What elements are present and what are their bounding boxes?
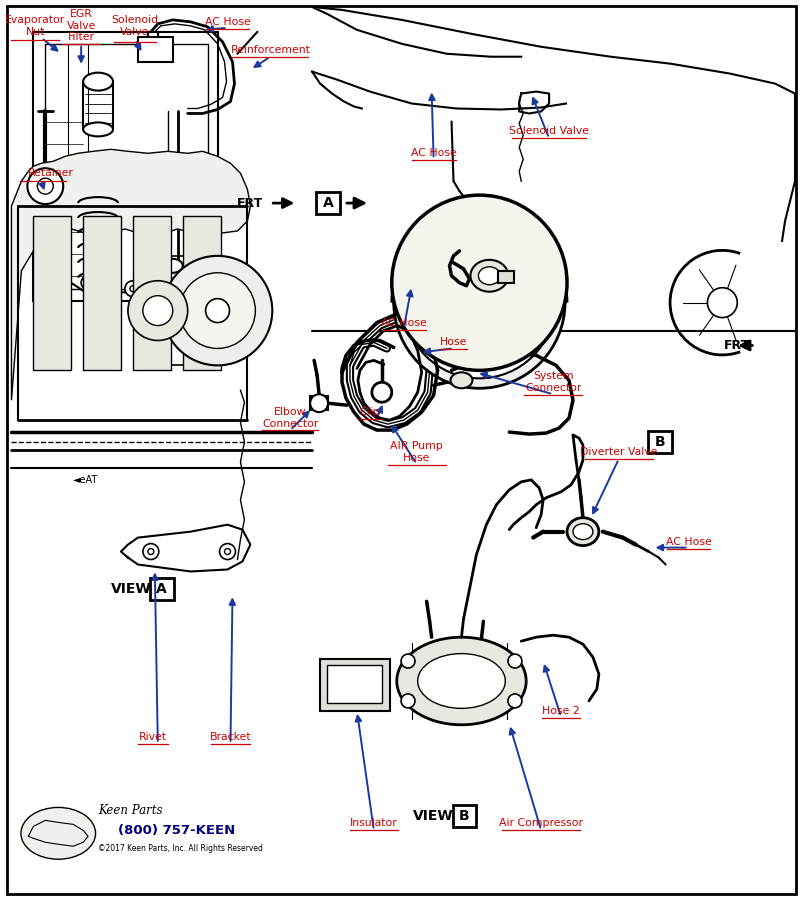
Circle shape [50,282,67,300]
Text: VIEW: VIEW [414,809,454,824]
Text: B: B [459,809,470,824]
Text: AC Hose: AC Hose [666,536,711,546]
Text: Hose 2: Hose 2 [542,706,580,716]
Ellipse shape [567,518,599,545]
Circle shape [471,294,487,310]
Text: Hose: Hose [440,338,467,347]
Circle shape [180,273,255,348]
Circle shape [143,544,159,560]
Circle shape [404,227,555,378]
Circle shape [106,278,116,288]
Ellipse shape [21,807,95,860]
Text: FRT: FRT [724,339,750,352]
Text: ◄eAT: ◄eAT [73,475,98,485]
Circle shape [392,195,567,370]
Text: Air Compressor: Air Compressor [499,818,583,828]
Text: Solenoid Valve: Solenoid Valve [509,126,589,137]
Text: VIEW: VIEW [110,582,151,597]
Ellipse shape [83,122,113,137]
Bar [83,216,121,370]
Ellipse shape [397,637,526,724]
Text: Diverter Valve: Diverter Valve [580,447,658,457]
Text: B: B [654,435,665,449]
Ellipse shape [573,524,593,540]
Circle shape [54,287,62,294]
Text: Evaporator
Nut: Evaporator Nut [6,15,66,37]
Bar [310,396,328,410]
Circle shape [394,217,565,388]
FancyBboxPatch shape [453,806,477,827]
Circle shape [38,178,54,194]
Circle shape [219,544,235,560]
Circle shape [707,288,738,318]
Text: Retainer: Retainer [27,168,74,178]
Text: Solenoid
Valve: Solenoid Valve [111,15,158,37]
Ellipse shape [83,73,113,91]
Circle shape [81,275,95,290]
Circle shape [162,256,272,365]
Text: ©2017 Keen Parts, Inc. All Rights Reserved: ©2017 Keen Parts, Inc. All Rights Reserv… [98,844,263,853]
Circle shape [55,263,67,274]
Ellipse shape [470,260,508,292]
Circle shape [143,296,173,326]
Text: Elbow
Connector: Elbow Connector [262,408,318,429]
Ellipse shape [162,259,182,273]
Text: A: A [322,196,334,210]
Text: AC Hose: AC Hose [381,318,426,328]
Text: AIR Pump
Hose: AIR Pump Hose [390,441,443,463]
Circle shape [462,284,498,320]
Text: Reinforcement: Reinforcement [230,45,310,55]
Bar [182,216,221,370]
Text: Clip: Clip [359,407,380,418]
Circle shape [508,694,522,708]
Text: Insulator: Insulator [350,818,398,828]
Text: EGR
Valve
Filter: EGR Valve Filter [66,9,96,42]
Circle shape [425,248,534,357]
Text: Rivet: Rivet [139,732,167,742]
Bar [498,271,514,283]
Circle shape [225,549,230,554]
Circle shape [401,694,415,708]
Ellipse shape [418,653,506,708]
Text: Bracket: Bracket [210,732,251,742]
Text: FRT: FRT [238,196,263,210]
Circle shape [372,382,392,402]
Polygon shape [11,149,250,400]
Text: Keen Parts: Keen Parts [98,804,162,817]
FancyBboxPatch shape [648,431,671,453]
Circle shape [27,168,63,204]
Circle shape [130,285,136,292]
Circle shape [128,281,188,340]
Circle shape [206,299,230,322]
Text: AC Hose: AC Hose [205,17,250,27]
Circle shape [310,394,328,412]
Bar [34,216,71,370]
Text: A: A [157,582,167,597]
FancyBboxPatch shape [150,579,174,600]
Ellipse shape [478,266,500,284]
FancyBboxPatch shape [316,192,340,214]
Circle shape [508,654,522,668]
Circle shape [148,549,154,554]
Bar [133,216,170,370]
Bar [320,659,390,711]
Bar [138,37,173,62]
Circle shape [401,654,415,668]
Text: AC Hose: AC Hose [410,148,457,158]
Text: System
Connector: System Connector [525,372,582,393]
Text: (800) 757-KEEN: (800) 757-KEEN [118,824,235,837]
Ellipse shape [450,373,473,388]
Bar [327,665,382,703]
Circle shape [125,281,141,297]
